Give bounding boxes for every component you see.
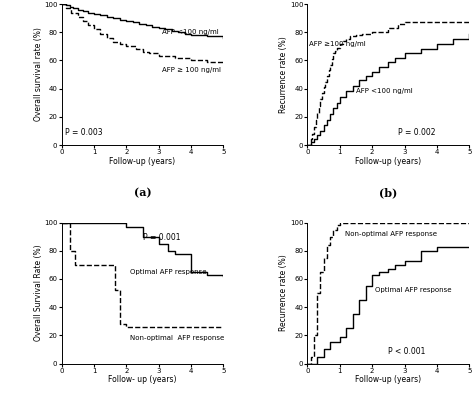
Text: Non-optimal AFP response: Non-optimal AFP response xyxy=(345,231,437,237)
X-axis label: Follow- up (years): Follow- up (years) xyxy=(108,375,177,384)
Text: (b): (b) xyxy=(379,187,398,198)
Y-axis label: Overall survival rate (%): Overall survival rate (%) xyxy=(34,27,43,122)
Y-axis label: Recurrence rate (%): Recurrence rate (%) xyxy=(280,255,289,331)
Text: Non-optimal  AFP response: Non-optimal AFP response xyxy=(129,335,224,341)
Text: P = 0.002: P = 0.002 xyxy=(398,128,436,137)
X-axis label: Follow-up (years): Follow-up (years) xyxy=(109,157,175,166)
Text: P < 0.001: P < 0.001 xyxy=(388,347,426,356)
Y-axis label: Recurrence rate (%): Recurrence rate (%) xyxy=(280,36,289,113)
Text: Optimal AFP response: Optimal AFP response xyxy=(129,269,206,275)
X-axis label: Follow-up (years): Follow-up (years) xyxy=(356,157,421,166)
Y-axis label: Overall Survival Rate (%): Overall Survival Rate (%) xyxy=(34,245,43,341)
X-axis label: Follow-up (years): Follow-up (years) xyxy=(356,375,421,384)
Text: AFP ≥100 ng/ml: AFP ≥100 ng/ml xyxy=(309,40,366,46)
Text: AFP <100 ng/ml: AFP <100 ng/ml xyxy=(356,88,413,95)
Text: AFP ≥ 100 ng/ml: AFP ≥ 100 ng/ml xyxy=(162,67,221,73)
Text: Optimal AFP response: Optimal AFP response xyxy=(375,287,452,293)
Text: P = 0.003: P = 0.003 xyxy=(65,128,102,137)
Text: AFP <100 ng/ml: AFP <100 ng/ml xyxy=(162,29,219,35)
Text: (a): (a) xyxy=(134,187,151,198)
Text: P = 0.001: P = 0.001 xyxy=(143,233,180,242)
